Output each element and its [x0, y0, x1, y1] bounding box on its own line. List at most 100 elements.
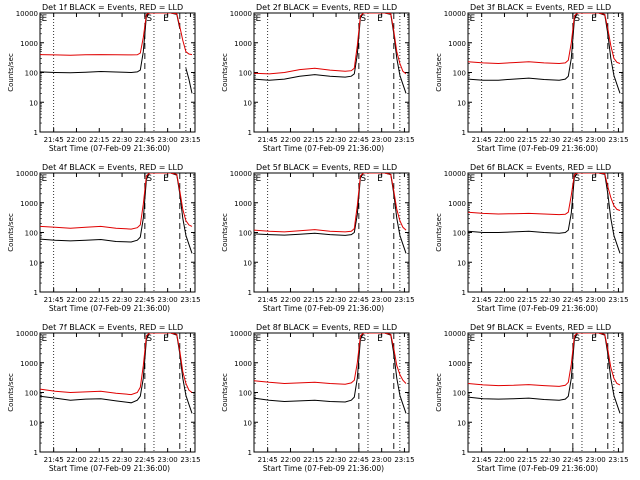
events-series-line [254, 13, 407, 94]
flag-label: E [591, 334, 597, 344]
y-tick-label: 100 [25, 390, 38, 398]
x-tick-label: 22:30 [112, 456, 132, 464]
lld-series-line [40, 333, 193, 396]
x-tick-label: 21:45 [44, 456, 64, 464]
lld-series-line [254, 173, 407, 233]
x-tick-label: 22:45 [135, 456, 155, 464]
x-tick-label: 22:45 [135, 136, 155, 144]
x-tick-label: 21:45 [44, 136, 64, 144]
x-tick-label: 23:15 [608, 456, 628, 464]
lld-series-line [468, 13, 621, 65]
x-tick-label: 23:15 [180, 296, 200, 304]
y-tick-label: 1000 [448, 200, 466, 208]
x-tick-label: 21:45 [472, 296, 492, 304]
lld-series-line [40, 13, 193, 56]
x-tick-label: 22:30 [326, 296, 346, 304]
panel-8: Det 8f BLACK = Events, RED = LLD 1 10 100 10… [221, 323, 415, 473]
events-series-line [254, 333, 407, 414]
panel-title: Det 2f BLACK = Events, RED = LLD [256, 3, 397, 12]
y-tick-label: 100 [239, 70, 252, 78]
x-axis-label: Start Time (07-Feb-09 21:36:00) [49, 464, 170, 473]
flag-label: S [146, 334, 152, 344]
y-tick-label: 1000 [20, 200, 38, 208]
flag-label: S [360, 334, 366, 344]
y-tick-label: 10 [243, 259, 252, 267]
x-tick-label: 23:15 [180, 456, 200, 464]
y-tick-label: 10000 [230, 170, 252, 178]
x-tick-label: 23:15 [394, 136, 414, 144]
x-tick-label: 21:45 [472, 136, 492, 144]
y-tick-label: 10000 [16, 330, 38, 338]
plot-frame [467, 332, 624, 453]
panel-4: Det 4f BLACK = Events, RED = LLD 1 10 100 10… [7, 163, 201, 313]
flag-label: E [470, 14, 476, 24]
flag-label: E [163, 174, 169, 184]
y-tick-label: 1000 [234, 200, 252, 208]
y-tick-label: 1 [462, 449, 466, 457]
x-tick-label: 22:30 [326, 456, 346, 464]
x-tick-label: 21:45 [258, 296, 278, 304]
x-tick-label: 22:15 [517, 136, 537, 144]
lld-series-line [40, 173, 193, 230]
y-tick-label: 10000 [230, 10, 252, 18]
y-tick-label: 1 [248, 449, 252, 457]
plot-frame [253, 172, 410, 293]
lld-series-line [468, 333, 621, 387]
panel-title: Det 1f BLACK = Events, RED = LLD [42, 3, 183, 12]
x-tick-label: 22:15 [89, 456, 109, 464]
x-tick-label: 22:00 [66, 456, 86, 464]
flag-label: E [163, 14, 169, 24]
plot-frame [39, 332, 196, 453]
y-tick-label: 100 [25, 230, 38, 238]
x-tick-label: 23:00 [372, 456, 392, 464]
y-tick-label: 100 [25, 70, 38, 78]
x-tick-label: 22:00 [280, 456, 300, 464]
y-tick-label: 100 [239, 390, 252, 398]
events-series-line [40, 173, 193, 254]
flag-label: S [574, 14, 580, 24]
x-tick-label: 21:45 [258, 136, 278, 144]
events-series-line [468, 13, 621, 94]
y-tick-label: 1000 [234, 40, 252, 48]
x-tick-label: 23:15 [180, 136, 200, 144]
x-tick-label: 22:15 [303, 136, 323, 144]
y-axis-label: Counts/sec [435, 213, 443, 252]
x-tick-label: 21:45 [472, 456, 492, 464]
x-tick-label: 21:45 [44, 296, 64, 304]
flag-label: E [42, 174, 48, 184]
y-tick-label: 10000 [444, 170, 466, 178]
flag-label: E [377, 174, 383, 184]
flag-label: E [256, 174, 262, 184]
panel-2: Det 2f BLACK = Events, RED = LLD 1 10 100 10… [221, 3, 415, 153]
x-tick-label: 22:45 [349, 296, 369, 304]
flag-label: E [377, 14, 383, 24]
y-tick-label: 1 [34, 449, 38, 457]
plot-frame [39, 172, 196, 293]
y-tick-label: 1000 [448, 40, 466, 48]
panel-title: Det 5f BLACK = Events, RED = LLD [256, 163, 397, 172]
flag-label: S [574, 334, 580, 344]
plot-frame [467, 12, 624, 133]
flag-label: E [470, 334, 476, 344]
y-tick-label: 10000 [444, 330, 466, 338]
y-tick-label: 1 [462, 289, 466, 297]
x-tick-label: 22:45 [135, 296, 155, 304]
y-tick-label: 10 [29, 259, 38, 267]
panel-title: Det 7f BLACK = Events, RED = LLD [42, 323, 183, 332]
flag-label: E [591, 14, 597, 24]
x-tick-label: 23:00 [372, 136, 392, 144]
events-series-line [468, 173, 621, 254]
x-tick-label: 22:45 [349, 136, 369, 144]
x-tick-label: 22:30 [326, 136, 346, 144]
x-tick-label: 23:00 [586, 136, 606, 144]
lld-series-line [254, 13, 407, 75]
x-tick-label: 22:30 [112, 136, 132, 144]
y-tick-label: 10 [29, 99, 38, 107]
x-axis-label: Start Time (07-Feb-09 21:36:00) [49, 304, 170, 313]
x-tick-label: 23:15 [608, 296, 628, 304]
x-tick-label: 23:00 [372, 296, 392, 304]
y-tick-label: 10 [457, 419, 466, 427]
x-tick-label: 22:45 [563, 136, 583, 144]
x-axis-label: Start Time (07-Feb-09 21:36:00) [263, 144, 384, 153]
